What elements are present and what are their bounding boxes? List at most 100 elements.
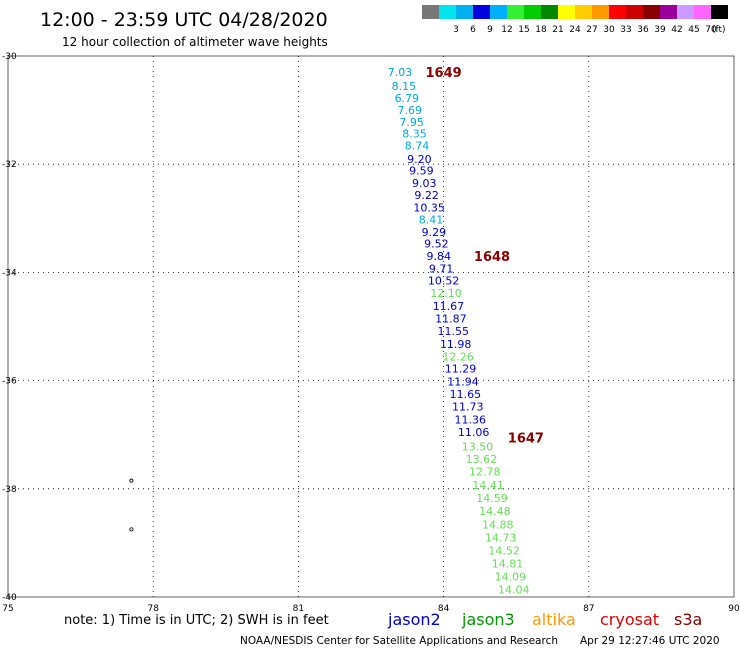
footer-note: note: 1) Time is in UTC; 2) SWH is in fe… bbox=[64, 613, 329, 628]
y-tick-label: -34 bbox=[2, 268, 17, 278]
scale-label: 15 bbox=[518, 25, 529, 35]
scale-swatch bbox=[677, 5, 694, 19]
scale-swatch bbox=[694, 5, 711, 19]
scale-label: 70 bbox=[705, 25, 717, 35]
wave-height-value: 11.65 bbox=[450, 388, 482, 401]
wave-height-value: 11.73 bbox=[452, 401, 484, 414]
x-tick-label: 81 bbox=[293, 604, 304, 614]
wave-height-value: 8.41 bbox=[419, 213, 444, 226]
satellite-legend: jason2 jason3 altika cryosat s3a bbox=[387, 610, 702, 629]
grid bbox=[8, 56, 734, 597]
scale-swatch bbox=[711, 5, 728, 19]
wave-height-value: 11.87 bbox=[435, 312, 467, 325]
wave-height-value: 10.52 bbox=[428, 275, 460, 288]
island-marker bbox=[129, 527, 134, 532]
chart-title: 12:00 - 23:59 UTC 04/28/2020 bbox=[40, 9, 328, 31]
wave-height-value: 13.50 bbox=[462, 441, 494, 454]
scale-label: 42 bbox=[671, 25, 682, 35]
satellite-legend-altika: altika bbox=[532, 610, 576, 629]
wave-height-value: 11.55 bbox=[438, 325, 470, 338]
y-tick-label: -36 bbox=[2, 377, 17, 387]
wave-height-value: 7.69 bbox=[397, 104, 422, 117]
scale-swatch bbox=[660, 5, 677, 19]
scale-swatch bbox=[575, 5, 592, 19]
wave-height-value: 11.98 bbox=[440, 338, 472, 351]
scale-label: 30 bbox=[603, 25, 615, 35]
scale-label: 27 bbox=[586, 25, 597, 35]
wave-height-value: 9.71 bbox=[429, 263, 454, 276]
wave-height-value: 14.09 bbox=[495, 570, 527, 583]
scale-swatch bbox=[609, 5, 626, 19]
y-tick-label: -30 bbox=[2, 52, 17, 62]
wave-height-value: 14.88 bbox=[482, 519, 514, 532]
x-tick-label: 87 bbox=[583, 604, 594, 614]
scale-label: 45 bbox=[688, 25, 699, 35]
time-label: 1647 bbox=[508, 431, 544, 446]
scale-swatch bbox=[456, 5, 473, 19]
time-label: 1648 bbox=[474, 250, 510, 265]
time-label: 1649 bbox=[426, 66, 462, 81]
x-tick-label: 84 bbox=[438, 604, 450, 614]
y-tick-label: -38 bbox=[2, 485, 17, 495]
wave-height-value: 9.20 bbox=[407, 153, 432, 166]
scale-swatch bbox=[626, 5, 643, 19]
scale-label: 12 bbox=[501, 25, 512, 35]
chart-subtitle: 12 hour collection of altimeter wave hei… bbox=[62, 35, 328, 49]
color-scale: 3 6 9 12 15 18 21 24 27 30 33 36 39 42 45 70 bbox=[422, 5, 728, 35]
wave-height-points: 7.038.156.797.697.958.358.749.209.599.03… bbox=[388, 66, 530, 596]
plot-frame bbox=[7, 55, 735, 598]
scale-label: 3 bbox=[453, 25, 459, 35]
scale-swatch bbox=[541, 5, 558, 19]
scale-swatch bbox=[439, 5, 456, 19]
scale-label: 33 bbox=[620, 25, 631, 35]
time-labels: 1649 1648 1647 bbox=[426, 66, 544, 446]
scale-swatch bbox=[643, 5, 660, 19]
wave-height-value: 14.52 bbox=[488, 544, 520, 557]
scale-label: 18 bbox=[535, 25, 547, 35]
wave-height-value: 11.06 bbox=[458, 426, 490, 439]
wave-height-value: 9.52 bbox=[424, 238, 449, 251]
x-tick-label: 75 bbox=[2, 604, 13, 614]
scale-label: 39 bbox=[654, 25, 666, 35]
scale-swatch bbox=[422, 5, 439, 19]
scale-swatch bbox=[524, 5, 541, 19]
satellite-legend-jason2: jason2 bbox=[387, 610, 441, 629]
x-tick-label: 78 bbox=[147, 604, 159, 614]
wave-height-value: 13.62 bbox=[466, 453, 498, 466]
wave-height-value: 9.29 bbox=[422, 226, 447, 239]
axis-ticks: 75 78 81 84 87 90 -30 -32 -34 -36 -38 -40 bbox=[2, 52, 740, 614]
wave-height-value: 7.95 bbox=[399, 116, 424, 129]
y-tick-label: -32 bbox=[2, 160, 17, 170]
x-tick-label: 90 bbox=[728, 604, 740, 614]
islands bbox=[129, 478, 134, 532]
scale-swatch bbox=[592, 5, 609, 19]
footer-credit: NOAA/NESDIS Center for Satellite Applica… bbox=[240, 635, 558, 647]
scale-label: 9 bbox=[487, 25, 493, 35]
wave-height-value: 9.59 bbox=[409, 165, 434, 178]
satellite-legend-cryosat: cryosat bbox=[600, 610, 659, 629]
wave-height-value: 9.22 bbox=[414, 189, 439, 202]
footer-timestamp: Apr 29 12:27:46 UTC 2020 bbox=[580, 635, 720, 647]
y-tick-label: -40 bbox=[2, 593, 17, 603]
wave-height-value: 8.35 bbox=[402, 127, 427, 140]
wave-height-value: 6.79 bbox=[395, 92, 420, 105]
wave-height-value: 9.84 bbox=[427, 250, 452, 263]
wave-height-value: 7.03 bbox=[388, 66, 413, 79]
wave-height-value: 14.73 bbox=[485, 531, 517, 544]
scale-label: 36 bbox=[637, 25, 649, 35]
wave-height-value: 12.26 bbox=[442, 350, 474, 363]
wave-height-value: 14.41 bbox=[472, 479, 504, 492]
wave-height-value: 14.59 bbox=[476, 492, 508, 505]
wave-height-value: 12.10 bbox=[430, 287, 462, 300]
scale-label: 24 bbox=[569, 25, 581, 35]
wave-height-value: 11.67 bbox=[433, 300, 465, 313]
wave-height-value: 11.36 bbox=[454, 414, 486, 427]
satellite-legend-s3a: s3a bbox=[674, 610, 702, 629]
scale-swatch bbox=[507, 5, 524, 19]
wave-height-value: 10.35 bbox=[413, 201, 445, 214]
wave-height-value: 9.03 bbox=[412, 177, 437, 190]
wave-height-value: 14.48 bbox=[479, 505, 511, 518]
scale-swatch bbox=[558, 5, 575, 19]
scale-label: 6 bbox=[470, 25, 476, 35]
